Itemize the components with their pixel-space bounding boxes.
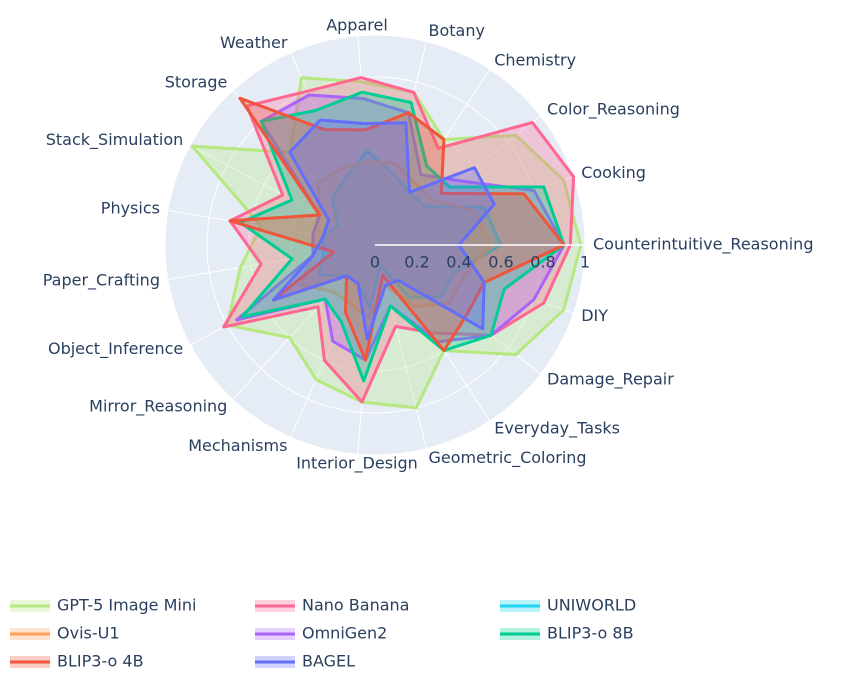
legend-label: Ovis-U1 <box>57 624 120 643</box>
category-label: Object_Inference <box>48 339 183 359</box>
angular-grid-line <box>374 41 428 246</box>
angular-grid-line <box>290 52 376 246</box>
category-label: Color_Reasoning <box>547 99 680 119</box>
legend-item: GPT-5 Image Mini <box>10 596 196 615</box>
series-area <box>318 149 503 310</box>
angular-grid-line <box>190 244 376 346</box>
angular-grid-line <box>374 244 574 314</box>
legend-item: BAGEL <box>255 652 355 671</box>
legend-label: BAGEL <box>302 652 355 671</box>
category-label: Apparel <box>326 15 388 34</box>
category-label: DIY <box>581 306 608 325</box>
category-label: Storage <box>165 73 228 92</box>
radial-tick-label: 1 <box>580 253 590 272</box>
legend-label: UNIWORLD <box>547 596 636 615</box>
angular-grid-line <box>374 244 542 375</box>
category-label: Paper_Crafting <box>43 271 160 291</box>
series-area <box>235 93 566 362</box>
series-area <box>222 76 576 404</box>
angular-grid-line <box>357 35 376 246</box>
legend-label: GPT-5 Image Mini <box>57 596 196 615</box>
angular-grid-line <box>232 90 376 246</box>
category-label: Mechanisms <box>188 436 287 455</box>
category-label: Weather <box>220 33 288 52</box>
category-label: Chemistry <box>494 50 576 69</box>
category-label: Cooking <box>581 163 646 182</box>
legend-item: UNIWORLD <box>500 596 636 615</box>
legend-label: OmniGen2 <box>302 624 387 643</box>
category-label: Interior_Design <box>296 454 418 474</box>
category-label: Geometric_Coloring <box>429 448 587 468</box>
radial-tick-label: 0.2 <box>404 253 429 272</box>
angular-grid-line <box>167 209 376 246</box>
legend-item: BLIP3-o 8B <box>500 624 634 643</box>
legend-item: BLIP3-o 4B <box>10 652 144 671</box>
angular-grid-line <box>232 244 376 400</box>
legend-item: OmniGen2 <box>255 624 387 643</box>
radial-tick-label: 0.6 <box>488 253 513 272</box>
category-label: Physics <box>101 198 160 217</box>
series-area <box>271 118 496 341</box>
angular-grid-line <box>374 68 491 246</box>
category-label: Counterintuitive_Reasoning <box>593 234 813 254</box>
legend-item: Nano Banana <box>255 596 409 615</box>
category-label: Botany <box>429 21 485 40</box>
category-label: Mirror_Reasoning <box>89 396 227 416</box>
category-label: Everyday_Tasks <box>494 419 620 439</box>
category-label: Damage_Repair <box>547 370 674 390</box>
legend-label: BLIP3-o 4B <box>57 652 144 671</box>
radial-tick-label: 0.8 <box>530 253 555 272</box>
category-label: Stack_Simulation <box>46 130 184 150</box>
legend-label: BLIP3-o 8B <box>547 624 634 643</box>
legend-label: Nano Banana <box>302 596 409 615</box>
angular-grid-line <box>167 244 376 281</box>
radial-tick-label: 0.4 <box>446 253 471 272</box>
radial-tick-label: 0 <box>370 253 380 272</box>
legend-item: Ovis-U1 <box>10 624 120 643</box>
